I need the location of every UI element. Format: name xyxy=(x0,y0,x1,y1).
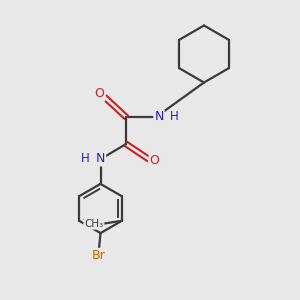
Text: N: N xyxy=(154,110,164,124)
Text: Br: Br xyxy=(92,249,106,262)
Text: O: O xyxy=(95,87,104,101)
Text: CH₃: CH₃ xyxy=(84,219,104,229)
Text: H: H xyxy=(81,152,90,166)
Text: N: N xyxy=(96,152,105,166)
Text: H: H xyxy=(170,110,179,124)
Text: O: O xyxy=(150,154,159,167)
